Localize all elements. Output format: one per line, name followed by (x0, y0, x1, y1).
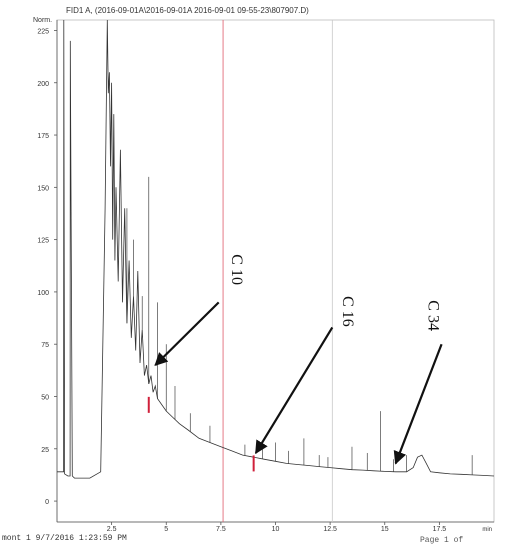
annotation-arrow (254, 326, 334, 455)
x-tick-label: 5 (164, 526, 168, 533)
y-tick-label: 25 (41, 447, 49, 454)
annotation-arrow (393, 343, 443, 465)
x-tick-label: 17.5 (433, 526, 447, 533)
annotation-label: C 10 (228, 254, 245, 285)
x-tick-label: 10 (272, 526, 280, 533)
x-tick-label: 7.5 (216, 526, 226, 533)
x-tick-label: 2.5 (107, 526, 117, 533)
y-tick-label: 175 (37, 133, 49, 140)
y-tick-label: 0 (45, 499, 49, 506)
x-tick-label: 15 (381, 526, 389, 533)
y-axis-label: Norm. (33, 17, 52, 24)
footer-print-info: mont 1 9/7/2016 1:23:59 PM (2, 534, 127, 543)
chromatogram-trace (57, 19, 495, 479)
y-tick-label: 100 (37, 290, 49, 297)
y-tick-label: 150 (37, 185, 49, 192)
x-tick-label: 12.5 (323, 526, 337, 533)
y-tick-label: 75 (41, 342, 49, 349)
footer-page: Page 1 of (420, 536, 464, 545)
y-tick-label: 50 (41, 395, 49, 402)
annotation-label: C 34 (424, 300, 441, 331)
x-axis-label: min (482, 527, 492, 533)
y-tick-label: 225 (37, 28, 49, 35)
annotation-arrow (154, 301, 220, 367)
annotation-label: C 16 (339, 296, 356, 327)
chart-header: FID1 A, (2016-09-01A\2016-09-01A 2016-09… (66, 6, 309, 15)
y-tick-label: 200 (37, 81, 49, 88)
y-tick-label: 125 (37, 238, 49, 245)
